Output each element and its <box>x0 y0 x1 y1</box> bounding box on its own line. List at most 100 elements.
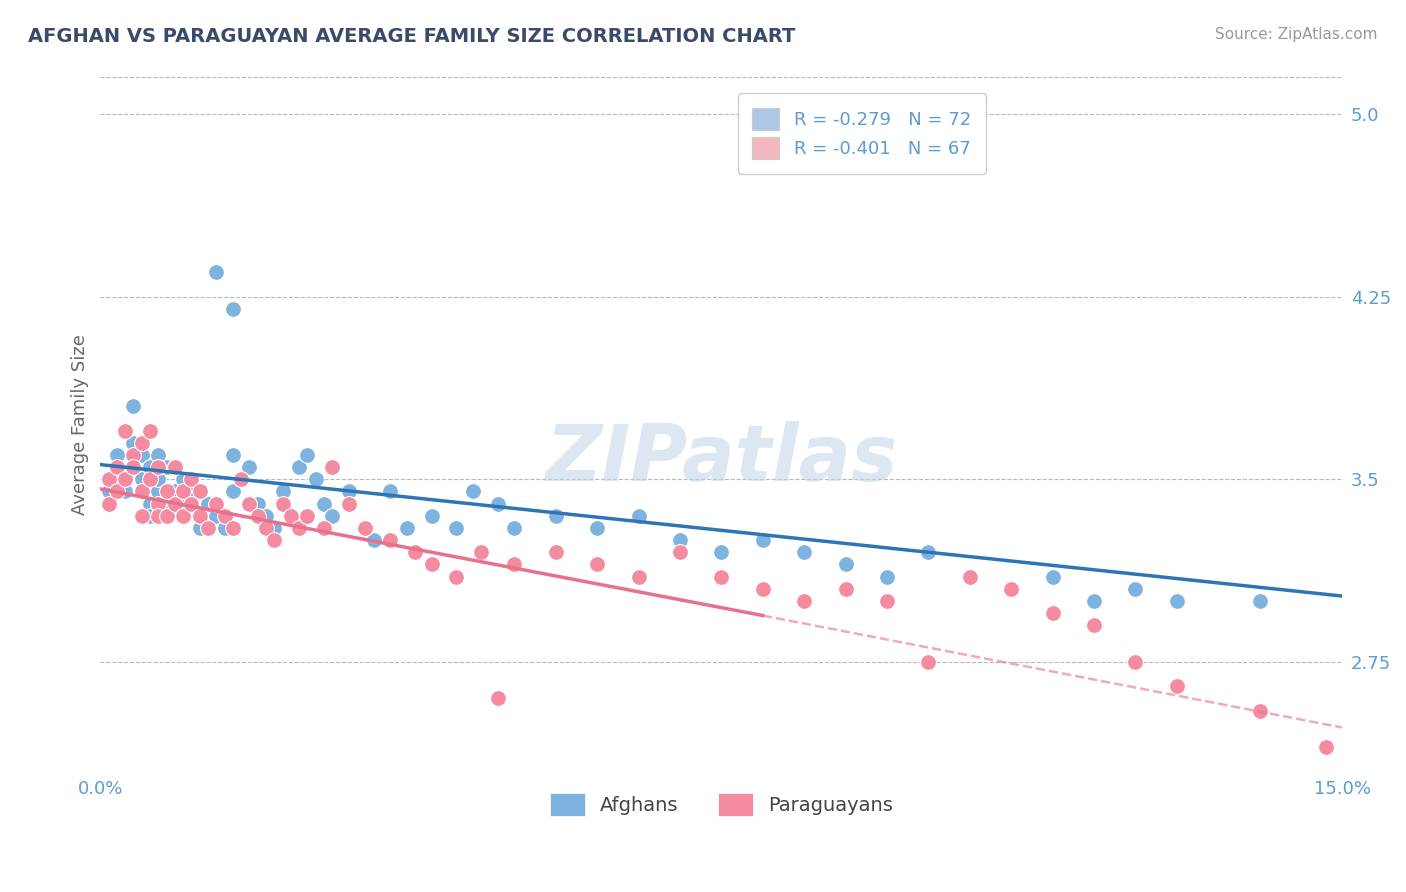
Point <box>1083 594 1105 608</box>
Point <box>172 508 194 523</box>
Point <box>163 460 186 475</box>
Point <box>304 472 326 486</box>
Point <box>180 484 202 499</box>
Point <box>155 508 177 523</box>
Point <box>288 460 311 475</box>
Point <box>586 521 609 535</box>
Text: AFGHAN VS PARAGUAYAN AVERAGE FAMILY SIZE CORRELATION CHART: AFGHAN VS PARAGUAYAN AVERAGE FAMILY SIZE… <box>28 27 796 45</box>
Point <box>114 484 136 499</box>
Point <box>793 594 815 608</box>
Point <box>380 484 402 499</box>
Point <box>229 472 252 486</box>
Point <box>1166 679 1188 693</box>
Point <box>271 497 294 511</box>
Point <box>1315 739 1337 754</box>
Point <box>139 472 162 486</box>
Point <box>669 545 692 559</box>
Point <box>97 484 120 499</box>
Point <box>139 508 162 523</box>
Point <box>1166 594 1188 608</box>
Point <box>155 497 177 511</box>
Point <box>420 558 443 572</box>
Point <box>959 569 981 583</box>
Point <box>131 448 153 462</box>
Point <box>544 545 567 559</box>
Point <box>131 484 153 499</box>
Point <box>155 460 177 475</box>
Point <box>139 497 162 511</box>
Point <box>148 497 170 511</box>
Point <box>172 497 194 511</box>
Point <box>188 508 211 523</box>
Point <box>163 484 186 499</box>
Point <box>188 484 211 499</box>
Point <box>288 521 311 535</box>
Point <box>486 497 509 511</box>
Point <box>420 508 443 523</box>
Point <box>959 569 981 583</box>
Point <box>139 424 162 438</box>
Point <box>122 399 145 413</box>
Point <box>461 484 484 499</box>
Point <box>586 558 609 572</box>
Point <box>197 497 219 511</box>
Point <box>105 460 128 475</box>
Point <box>246 508 269 523</box>
Point <box>380 533 402 547</box>
Point <box>122 460 145 475</box>
Point <box>1000 582 1022 596</box>
Point <box>122 448 145 462</box>
Point <box>148 472 170 486</box>
Point <box>163 497 186 511</box>
Point <box>105 448 128 462</box>
Point <box>131 508 153 523</box>
Point <box>263 533 285 547</box>
Point <box>131 484 153 499</box>
Point <box>627 508 650 523</box>
Point <box>222 448 245 462</box>
Point <box>148 460 170 475</box>
Point <box>297 508 319 523</box>
Point <box>470 545 492 559</box>
Point <box>114 472 136 486</box>
Point <box>271 484 294 499</box>
Point <box>627 569 650 583</box>
Point <box>229 472 252 486</box>
Point <box>486 691 509 706</box>
Point <box>205 265 228 279</box>
Point <box>214 521 236 535</box>
Point <box>155 484 177 499</box>
Point <box>205 497 228 511</box>
Point <box>876 594 898 608</box>
Point <box>1125 655 1147 669</box>
Point <box>395 521 418 535</box>
Point <box>172 508 194 523</box>
Point <box>503 558 526 572</box>
Point <box>312 521 335 535</box>
Point <box>321 460 343 475</box>
Point <box>131 472 153 486</box>
Point <box>188 508 211 523</box>
Point <box>710 569 733 583</box>
Point <box>544 508 567 523</box>
Point <box>114 424 136 438</box>
Point <box>1083 618 1105 632</box>
Point <box>1125 582 1147 596</box>
Point <box>710 818 733 832</box>
Point <box>180 472 202 486</box>
Legend: Afghans, Paraguayans: Afghans, Paraguayans <box>541 785 901 824</box>
Point <box>1249 704 1271 718</box>
Text: Source: ZipAtlas.com: Source: ZipAtlas.com <box>1215 27 1378 42</box>
Point <box>752 582 775 596</box>
Point <box>834 582 856 596</box>
Point <box>122 460 145 475</box>
Point <box>354 521 377 535</box>
Point <box>1249 594 1271 608</box>
Point <box>354 521 377 535</box>
Point <box>131 435 153 450</box>
Point <box>1000 582 1022 596</box>
Point <box>312 497 335 511</box>
Point <box>238 460 260 475</box>
Point <box>297 448 319 462</box>
Point <box>321 508 343 523</box>
